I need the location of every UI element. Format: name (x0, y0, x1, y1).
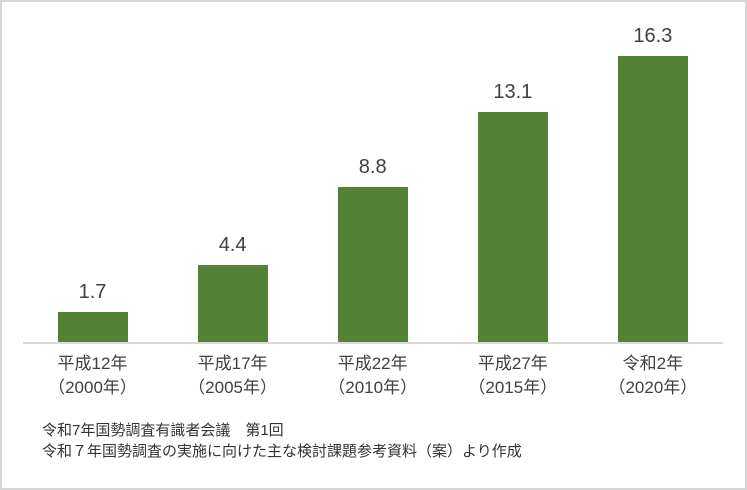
x-axis-label: 令和2年 （2020年） (578, 352, 728, 400)
x-axis-label: 平成22年 （2010年） (298, 352, 448, 400)
x-axis-line (23, 342, 723, 344)
x-axis-label-era: 平成17年 (197, 354, 268, 373)
x-axis-label-year: （2005年） (188, 378, 277, 397)
x-axis-label-year: （2020年） (608, 378, 698, 397)
x-axis-label: 平成27年 （2015年） (438, 352, 588, 400)
bar-column: 16.3 (583, 24, 723, 342)
x-axis-label: 平成17年 （2005年） (158, 352, 308, 400)
bar-column: 8.8 (303, 155, 443, 342)
x-axis-label-year: （2000年） (48, 378, 137, 397)
bar-value-label: 1.7 (78, 281, 107, 303)
bar-column: 4.4 (163, 233, 303, 342)
x-axis-label-era: 平成27年 (477, 354, 548, 373)
bar-column: 1.7 (23, 280, 163, 342)
x-axis-label-era: 平成22年 (337, 354, 408, 373)
x-axis-label-year: （2010年） (328, 378, 418, 397)
x-axis-label: 平成12年 （2000年） (18, 352, 168, 400)
source-note-line1: 令和7年国勢調査有識者会議 第1回 (42, 422, 284, 439)
bar-value-label: 4.4 (218, 234, 247, 256)
bar (477, 112, 548, 342)
x-axis-label-era: 平成12年 (57, 354, 128, 373)
bar-value-label: 13.1 (493, 81, 533, 103)
bar (337, 187, 408, 342)
bar (57, 312, 128, 342)
bar-value-label: 16.3 (633, 25, 673, 47)
source-note: 令和7年国勢調査有識者会議 第1回 令和７年国勢調査の実施に向けた主な検討課題参… (42, 420, 522, 462)
bar-value-label: 8.8 (358, 156, 387, 178)
bar (197, 265, 268, 342)
x-axis-label-year: （2015年） (468, 378, 558, 397)
bar-column: 13.1 (443, 80, 583, 342)
source-note-line2: 令和７年国勢調査の実施に向けた主な検討課題参考資料（案）より作成 (42, 443, 522, 460)
x-axis-label-era: 令和2年 (622, 354, 684, 373)
bar (617, 56, 688, 342)
